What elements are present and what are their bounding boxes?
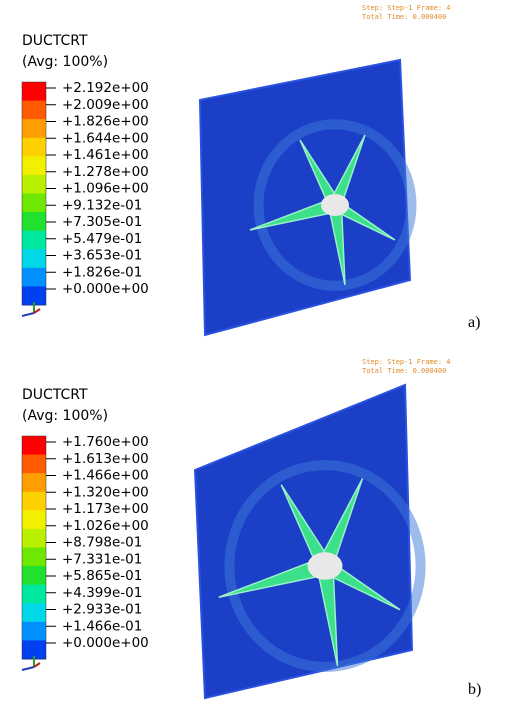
legend-label: +1.826e+00	[62, 114, 149, 130]
legend-label: +1.173e+00	[62, 501, 149, 517]
plate	[198, 58, 412, 337]
legend-label: +1.826e-01	[62, 264, 142, 280]
legend-label: +3.653e-01	[62, 248, 142, 264]
legend-label: +2.009e+00	[62, 97, 149, 113]
step-text: Step: Step-1 Frame: 4	[362, 4, 451, 12]
legend-label: +4.399e-01	[62, 585, 142, 601]
color-band	[22, 436, 46, 456]
legend-label: +1.026e+00	[62, 518, 149, 534]
axis	[33, 308, 41, 314]
time-text: Total Time: 0.000400	[362, 13, 446, 21]
legend-label: +1.613e+00	[62, 451, 149, 467]
color-band	[22, 119, 46, 139]
crack-center	[321, 194, 349, 216]
panel-label: b)	[468, 681, 481, 698]
legend-label: +0.000e+00	[62, 281, 149, 297]
legend-label: +8.798e-01	[62, 535, 142, 551]
color-band	[22, 547, 46, 567]
color-band	[22, 528, 46, 548]
color-band	[22, 137, 46, 157]
legend-label: +9.132e-01	[62, 197, 142, 213]
ring	[224, 460, 426, 672]
legend-subtitle: (Avg: 100%)	[22, 408, 108, 424]
color-band	[22, 640, 46, 660]
color-band	[22, 621, 46, 641]
color-band	[22, 230, 46, 250]
color-band	[22, 212, 46, 232]
color-band	[22, 566, 46, 586]
step-text: Step: Step-1 Frame: 4	[362, 358, 451, 366]
legend-label: +1.466e-01	[62, 618, 142, 634]
color-band	[22, 100, 46, 120]
legend-label: +1.461e+00	[62, 147, 149, 163]
color-band	[22, 82, 46, 102]
legend-label: +1.760e+00	[62, 434, 149, 450]
legend-label: +7.331e-01	[62, 551, 142, 567]
ring	[253, 119, 417, 291]
color-band	[22, 156, 46, 176]
color-band	[22, 584, 46, 604]
legend-label: +1.096e+00	[62, 181, 149, 197]
color-band	[22, 491, 46, 511]
time-text: Total Time: 0.000400	[362, 367, 446, 375]
legend-label: +1.466e+00	[62, 468, 149, 484]
color-band	[22, 286, 46, 306]
color-band	[22, 174, 46, 194]
legend-label: +1.278e+00	[62, 164, 149, 180]
legend-title: DUCTCRT	[22, 387, 88, 403]
axis	[21, 666, 35, 671]
legend-label: +0.000e+00	[62, 635, 149, 651]
panel-label: a)	[468, 314, 480, 331]
legend-label: +1.320e+00	[62, 484, 149, 500]
crack-center	[307, 552, 343, 580]
axis	[21, 312, 35, 317]
legend-label: +2.933e-01	[62, 602, 142, 618]
legend-label: +2.192e+00	[62, 80, 149, 96]
color-band	[22, 267, 46, 287]
legend-label: +1.644e+00	[62, 130, 149, 146]
legend-label: +5.865e-01	[62, 568, 142, 584]
legend-title: DUCTCRT	[22, 33, 88, 49]
color-band	[22, 603, 46, 623]
axis	[33, 662, 41, 668]
color-band	[22, 510, 46, 530]
color-band	[22, 193, 46, 213]
legend-label: +7.305e-01	[62, 214, 142, 230]
legend-label: +5.479e-01	[62, 231, 142, 247]
color-band	[22, 473, 46, 493]
color-band	[22, 249, 46, 269]
color-band	[22, 454, 46, 474]
legend-subtitle: (Avg: 100%)	[22, 54, 108, 70]
